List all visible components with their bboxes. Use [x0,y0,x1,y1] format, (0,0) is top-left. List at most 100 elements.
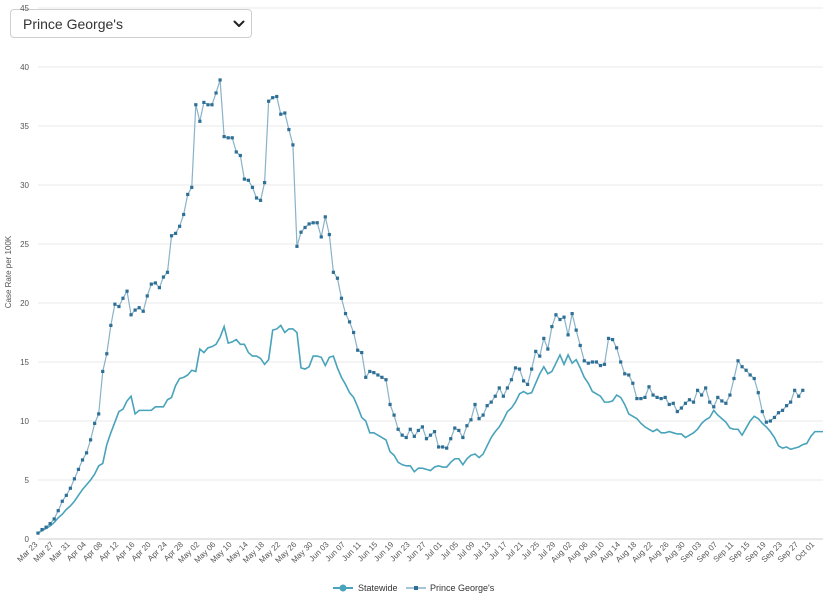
prince-georges-point[interactable] [695,388,700,392]
prince-georges-point[interactable] [436,445,441,449]
prince-georges-point[interactable] [497,386,501,390]
prince-georges-point[interactable] [279,112,283,116]
prince-georges-point[interactable] [327,232,331,237]
prince-georges-point[interactable] [153,281,157,285]
prince-georges-point[interactable] [141,309,145,313]
prince-georges-point[interactable] [56,509,60,513]
prince-georges-point[interactable] [768,419,772,423]
prince-georges-point[interactable] [214,91,218,95]
prince-georges-point[interactable] [246,178,251,182]
prince-georges-point[interactable] [534,349,538,353]
prince-georges-point[interactable] [736,359,740,363]
prince-georges-point[interactable] [578,343,582,348]
prince-georges-point[interactable] [562,315,566,319]
prince-georges-point[interactable] [404,435,408,440]
prince-georges-point[interactable] [675,409,679,414]
prince-georges-point[interactable] [542,336,546,340]
prince-georges-point[interactable] [416,428,420,433]
prince-georges-point[interactable] [408,427,412,431]
prince-georges-point[interactable] [48,522,52,526]
prince-georges-point[interactable] [643,395,647,399]
prince-georges-point[interactable] [530,367,534,371]
prince-georges-point[interactable] [319,235,323,239]
prince-georges-point[interactable] [683,401,688,405]
prince-georges-point[interactable] [797,394,801,398]
prince-georges-point[interactable] [356,348,360,352]
prince-georges-point[interactable] [76,467,81,471]
prince-georges-point[interactable] [667,402,671,407]
prince-georges-point[interactable] [339,296,344,300]
prince-georges-point[interactable] [267,99,271,103]
prince-georges-point[interactable] [598,363,603,368]
prince-georges-point[interactable] [582,359,586,363]
prince-georges-point[interactable] [190,185,194,189]
prince-georges-point[interactable] [513,366,518,370]
prince-georges-point[interactable] [299,230,303,234]
prince-georges-point[interactable] [647,385,651,389]
prince-georges-point[interactable] [659,396,663,401]
prince-georges-point[interactable] [485,404,489,408]
prince-georges-point[interactable] [263,181,267,185]
prince-georges-point[interactable] [752,376,756,381]
prince-georges-point[interactable] [133,308,137,312]
prince-georges-point[interactable] [477,417,481,421]
prince-georges-point[interactable] [538,354,542,358]
prince-georges-point[interactable] [550,325,554,329]
prince-georges-point[interactable] [517,367,522,371]
prince-georges-point[interactable] [64,493,68,497]
prince-georges-point[interactable] [101,369,105,374]
prince-georges-point[interactable] [400,433,404,437]
prince-georges-point[interactable] [623,372,627,376]
prince-georges-point[interactable] [441,445,445,449]
prince-georges-point[interactable] [732,376,736,381]
prince-georges-point[interactable] [627,373,631,377]
prince-georges-point[interactable] [651,393,655,397]
prince-georges-point[interactable] [388,402,392,407]
prince-georges-point[interactable] [368,369,372,374]
prince-georges-point[interactable] [639,396,643,401]
prince-georges-point[interactable] [72,477,77,481]
prince-georges-point[interactable] [748,373,752,377]
prince-georges-point[interactable] [380,375,384,379]
prince-georges-point[interactable] [258,198,263,202]
prince-georges-point[interactable] [218,78,222,82]
prince-georges-point[interactable] [226,136,230,140]
prince-georges-point[interactable] [558,317,562,322]
prince-georges-point[interactable] [776,411,781,415]
prince-georges-point[interactable] [93,421,97,425]
prince-georges-point[interactable] [457,428,461,433]
prince-georges-point[interactable] [97,412,101,416]
prince-georges-point[interactable] [347,320,352,324]
prince-georges-point[interactable] [453,426,457,430]
prince-georges-point[interactable] [481,413,485,417]
prince-georges-point[interactable] [137,306,141,310]
prince-georges-point[interactable] [364,375,368,379]
prince-georges-point[interactable] [238,153,242,158]
prince-georges-point[interactable] [165,270,170,274]
prince-georges-point[interactable] [396,427,400,431]
prince-georges-point[interactable] [149,282,153,286]
prince-georges-point[interactable] [445,446,449,450]
prince-georges-point[interactable] [198,119,202,123]
prince-georges-point[interactable] [756,391,760,395]
prince-georges-point[interactable] [84,451,89,455]
prince-georges-point[interactable] [780,408,785,412]
prince-georges-point[interactable] [764,420,768,424]
prince-georges-point[interactable] [295,244,299,248]
prince-georges-point[interactable] [793,388,797,392]
prince-georges-point[interactable] [663,395,667,399]
prince-georges-point[interactable] [554,313,558,317]
prince-georges-point[interactable] [315,221,319,225]
prince-georges-point[interactable] [125,289,129,293]
prince-georges-point[interactable] [392,413,396,417]
prince-georges-point[interactable] [724,401,728,405]
prince-georges-point[interactable] [801,388,805,392]
prince-georges-point[interactable] [784,404,789,408]
prince-georges-point[interactable] [145,294,149,298]
prince-georges-point[interactable] [275,94,279,99]
prince-georges-point[interactable] [36,531,40,535]
prince-georges-point[interactable] [687,398,692,402]
prince-georges-point[interactable] [194,103,198,107]
prince-georges-point[interactable] [420,425,425,429]
prince-georges-point[interactable] [590,360,594,364]
